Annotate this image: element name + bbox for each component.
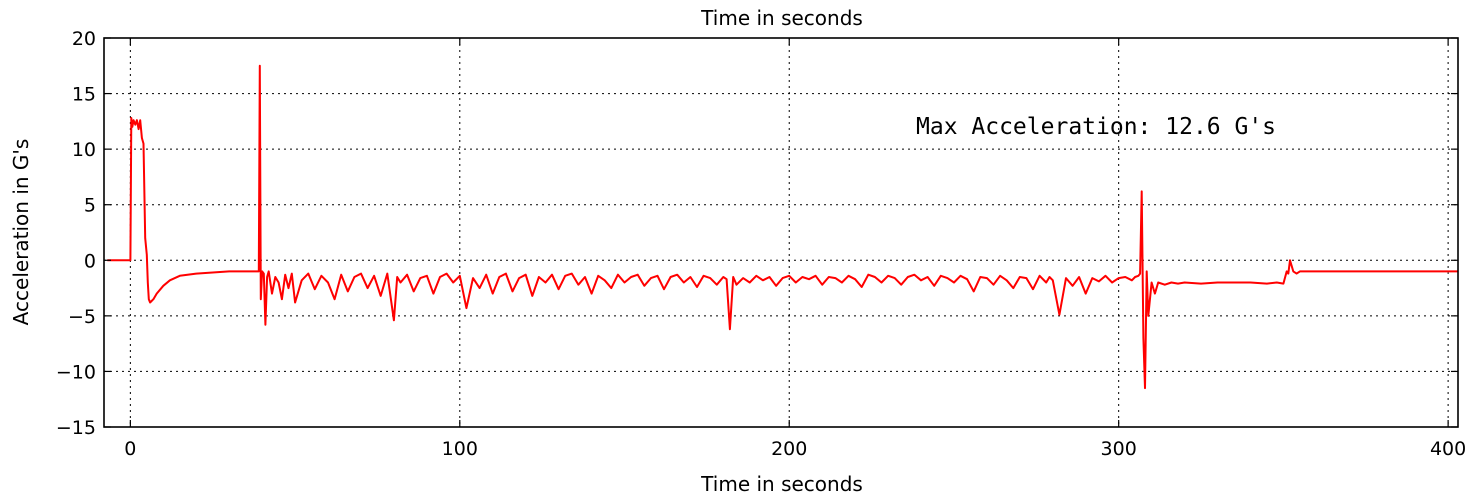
y-tick-label: 10 [72,139,96,161]
y-tick-label: −15 [56,417,96,439]
y-tick-label: −5 [68,306,96,328]
max-acceleration-annotation: Max Acceleration: 12.6 G's [916,114,1276,140]
y-tick-label: 5 [84,195,96,217]
x-tick-label: 400 [1430,438,1466,460]
y-axis-title: Acceleration in G's [9,139,33,326]
grid-lines [104,37,1458,428]
y-tick-label: 0 [84,250,96,272]
x-tick-label: 100 [442,438,478,460]
chart-title: Time in seconds [700,6,863,30]
x-tick-label: 0 [124,438,136,460]
y-tick-label: 20 [72,28,96,50]
x-tick-label: 300 [1101,438,1137,460]
y-tick-label: 15 [72,84,96,106]
x-axis-title: Time in seconds [700,472,863,496]
axis-ticks: 0 100 200 300 400 20 15 10 5 0 −5 −10 −15 [56,28,1466,460]
acceleration-series-line [107,64,1458,390]
x-tick-label: 200 [771,438,807,460]
y-tick-label: −10 [56,361,96,383]
plot-frame [103,37,1459,428]
series-layer [107,64,1458,390]
